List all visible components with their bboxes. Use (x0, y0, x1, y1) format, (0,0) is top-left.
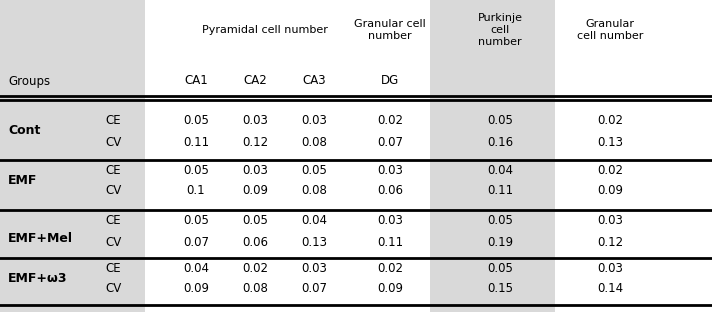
Text: 0.05: 0.05 (183, 163, 209, 177)
Text: CE: CE (105, 114, 121, 126)
Text: 0.11: 0.11 (183, 137, 209, 149)
Text: CE: CE (105, 163, 121, 177)
Bar (0, 0, 145, 312)
Text: 0.03: 0.03 (597, 261, 623, 275)
Text: 0.08: 0.08 (301, 137, 327, 149)
Text: 0.13: 0.13 (597, 137, 623, 149)
Text: 0.14: 0.14 (597, 281, 623, 295)
Text: 0.05: 0.05 (487, 261, 513, 275)
Text: Pyramidal cell number: Pyramidal cell number (202, 25, 328, 35)
Text: Granular
cell number: Granular cell number (577, 19, 643, 41)
Text: 0.06: 0.06 (377, 183, 403, 197)
Text: 0.07: 0.07 (377, 137, 403, 149)
Text: Purkinje
cell
number: Purkinje cell number (478, 13, 523, 46)
Text: 0.05: 0.05 (242, 213, 268, 227)
Text: EMF+Mel: EMF+Mel (8, 232, 73, 246)
Text: 0.04: 0.04 (183, 261, 209, 275)
Text: CA1: CA1 (184, 75, 208, 87)
Text: 0.13: 0.13 (301, 236, 327, 248)
Text: 0.02: 0.02 (377, 261, 403, 275)
Text: CV: CV (105, 236, 121, 248)
Text: 0.05: 0.05 (487, 213, 513, 227)
Text: 0.05: 0.05 (183, 213, 209, 227)
Text: 0.12: 0.12 (597, 236, 623, 248)
Text: 0.05: 0.05 (183, 114, 209, 126)
Text: EMF+ω3: EMF+ω3 (8, 271, 68, 285)
Text: DG: DG (381, 75, 399, 87)
Text: 0.03: 0.03 (301, 261, 327, 275)
Text: 0.02: 0.02 (242, 261, 268, 275)
Text: 0.04: 0.04 (301, 213, 327, 227)
Text: 0.05: 0.05 (487, 114, 513, 126)
Text: Groups: Groups (8, 75, 50, 87)
Text: 0.03: 0.03 (597, 213, 623, 227)
Text: 0.08: 0.08 (242, 281, 268, 295)
Text: CA3: CA3 (302, 75, 326, 87)
Bar (430, 0, 555, 312)
Text: 0.07: 0.07 (301, 281, 327, 295)
Text: CV: CV (105, 137, 121, 149)
Text: 0.1: 0.1 (187, 183, 205, 197)
Text: CA2: CA2 (243, 75, 267, 87)
Text: 0.09: 0.09 (597, 183, 623, 197)
Text: 0.06: 0.06 (242, 236, 268, 248)
Text: 0.03: 0.03 (377, 163, 403, 177)
Text: 0.03: 0.03 (242, 163, 268, 177)
Text: 0.19: 0.19 (487, 236, 513, 248)
Text: EMF: EMF (8, 173, 37, 187)
Text: 0.09: 0.09 (242, 183, 268, 197)
Text: 0.02: 0.02 (597, 163, 623, 177)
Text: 0.05: 0.05 (301, 163, 327, 177)
Text: 0.08: 0.08 (301, 183, 327, 197)
Text: Granular cell
number: Granular cell number (354, 19, 426, 41)
Text: 0.04: 0.04 (487, 163, 513, 177)
Text: CE: CE (105, 261, 121, 275)
Text: 0.03: 0.03 (242, 114, 268, 126)
Text: 0.07: 0.07 (183, 236, 209, 248)
Text: 0.03: 0.03 (301, 114, 327, 126)
Text: 0.11: 0.11 (487, 183, 513, 197)
Text: Cont: Cont (8, 124, 41, 138)
Text: CV: CV (105, 281, 121, 295)
Text: 0.03: 0.03 (377, 213, 403, 227)
Text: CE: CE (105, 213, 121, 227)
Text: 0.12: 0.12 (242, 137, 268, 149)
Text: 0.09: 0.09 (183, 281, 209, 295)
Text: 0.02: 0.02 (377, 114, 403, 126)
Text: 0.16: 0.16 (487, 137, 513, 149)
Text: 0.15: 0.15 (487, 281, 513, 295)
Text: CV: CV (105, 183, 121, 197)
Text: 0.09: 0.09 (377, 281, 403, 295)
Text: 0.11: 0.11 (377, 236, 403, 248)
Text: 0.02: 0.02 (597, 114, 623, 126)
